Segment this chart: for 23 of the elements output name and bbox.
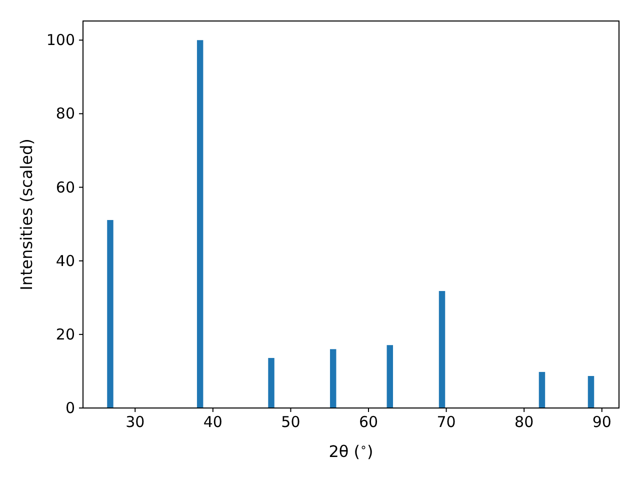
x-tick-label: 30 — [126, 413, 145, 431]
y-axis-title: Intensities (scaled) — [17, 138, 36, 290]
bar — [588, 376, 594, 408]
x-tick-label: 40 — [203, 413, 222, 431]
y-tick-label: 40 — [56, 252, 75, 270]
y-tick-label: 80 — [56, 104, 75, 123]
y-tick-label: 0 — [65, 399, 75, 417]
bar — [386, 345, 394, 408]
x-tick-label: 70 — [436, 413, 456, 431]
bar — [107, 220, 114, 408]
x-tick-label: 90 — [592, 413, 612, 431]
y-tick-label: 20 — [56, 325, 75, 344]
bar — [330, 349, 336, 408]
bar — [196, 40, 204, 408]
x-tick-label: 60 — [358, 413, 378, 431]
bar — [538, 372, 546, 408]
y-tick-label: 100 — [46, 31, 75, 50]
x-tick-label: 80 — [514, 413, 534, 431]
x-tick-label: 50 — [281, 413, 300, 431]
bar — [268, 358, 274, 408]
x-axis-title: 2θ ($^{∘}$) — [328, 440, 374, 461]
bar — [438, 291, 446, 408]
y-tick-label: 60 — [56, 178, 75, 196]
